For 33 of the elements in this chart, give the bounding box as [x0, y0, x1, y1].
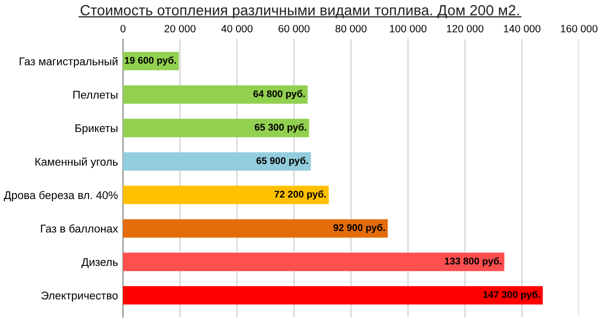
x-tick-label: 40 000 [221, 24, 253, 32]
bar [123, 219, 388, 238]
x-tick-label: 0 [120, 24, 126, 32]
data-label: 64 800 руб. [253, 90, 305, 100]
x-tick-label: 20 000 [164, 24, 196, 32]
data-label: 72 200 руб. [274, 190, 326, 200]
data-label: 65 900 руб. [256, 156, 308, 166]
data-label: 65 300 руб. [254, 123, 306, 133]
data-label: 147 300 руб. [483, 290, 540, 300]
y-tick-label: Брикеты [76, 124, 118, 134]
y-tick-label: Пеллеты [73, 90, 118, 99]
bar [123, 152, 311, 171]
x-tick-label: 140 000 [504, 24, 540, 32]
bar [123, 118, 310, 138]
x-tick-label: 160 000 [560, 24, 598, 32]
bar [123, 252, 504, 272]
x-tick-label: 120 000 [446, 24, 484, 32]
x-tick-label: 60 000 [278, 24, 310, 32]
chart-title: Стоимость отопления различными видами топлива. Дом 200 м2. [80, 5, 519, 18]
y-tick-label: Электричество [41, 292, 118, 302]
bar [123, 186, 329, 204]
y-tick-label: Дизель [81, 258, 118, 268]
data-label: 92 900 руб. [333, 224, 385, 233]
y-tick-label: Дрова береза вл. 40% [4, 190, 118, 202]
x-tick-label: 100 000 [390, 24, 426, 32]
data-label: 19 600 руб. [124, 56, 176, 66]
y-tick-label: Газ в баллонах [41, 224, 118, 233]
y-tick-label: Газ магистральный [20, 56, 118, 68]
y-tick-label: Каменный уголь [35, 157, 118, 168]
x-tick-label: 80 000 [336, 24, 367, 32]
bar [123, 286, 543, 305]
data-label: 133 800 руб. [444, 257, 502, 266]
bar [123, 85, 308, 104]
